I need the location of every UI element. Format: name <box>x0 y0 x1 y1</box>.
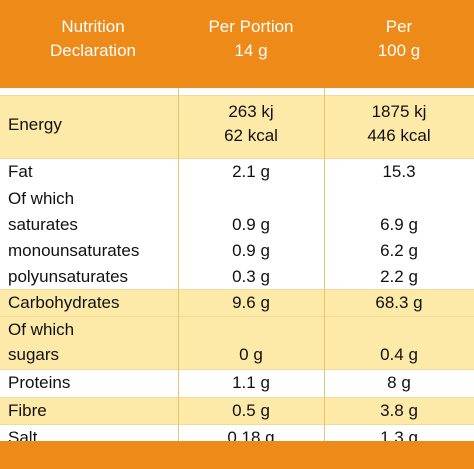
monounsaturates-per100: 6.2 g <box>380 241 418 260</box>
sugars-portion: 0 g <box>239 345 263 364</box>
energy-per100-kcal: 446 kcal <box>367 126 431 145</box>
energy-per100-kj: 1875 kj <box>371 102 427 121</box>
fat-portion: 2.1 g <box>232 162 270 181</box>
proteins-per100: 8 g <box>387 373 411 392</box>
sugars-per100: 0.4 g <box>380 345 418 364</box>
row-label: sugars <box>8 345 60 364</box>
row-label: Carbohydrates <box>8 293 120 312</box>
carbohydrates-per100: 68.3 g <box>375 293 423 312</box>
row-fibre: Fibre 0.5 g 3.8 g <box>0 397 474 424</box>
row-label: polyunsaturates <box>8 267 129 286</box>
monounsaturates-portion: 0.9 g <box>232 241 270 260</box>
table-header: Nutrition Declaration Per Portion 14 g P… <box>0 0 474 82</box>
header-per-100g: Per 100 g <box>377 17 421 60</box>
fibre-portion: 0.5 g <box>232 401 270 420</box>
row-label: monounsaturates <box>8 241 140 260</box>
fat-per100: 15.3 <box>382 162 416 181</box>
header-per-portion: Per Portion 14 g <box>208 17 294 60</box>
column-divider <box>324 88 325 452</box>
row-label: Of which <box>8 189 75 208</box>
row-energy: Energy 263 kj 62 kcal 1875 kj 446 kcal <box>0 95 474 158</box>
energy-portion-kcal: 62 kcal <box>224 126 278 145</box>
fibre-per100: 3.8 g <box>380 401 418 420</box>
row-proteins: Proteins 1.1 g 8 g <box>0 369 474 397</box>
row-carbohydrates: Carbohydrates 9.6 g 68.3 g <box>0 289 474 316</box>
row-label: Energy <box>8 115 62 134</box>
polyunsaturates-portion: 0.3 g <box>232 267 270 286</box>
column-divider <box>178 88 179 452</box>
nutrition-table-body: Energy 263 kj 62 kcal 1875 kj 446 kcal F… <box>0 88 474 452</box>
table-footer-bar <box>0 441 474 469</box>
row-label: Proteins <box>8 373 71 392</box>
header-gap <box>0 88 474 95</box>
row-label: Of which <box>8 320 75 339</box>
row-label: Fat <box>8 162 33 181</box>
energy-portion-kj: 263 kj <box>228 102 274 121</box>
saturates-portion: 0.9 g <box>232 215 270 234</box>
header-nutrition-declaration: Nutrition Declaration <box>50 17 136 60</box>
row-sugars-group: Of which sugars 0 g 0.4 g <box>0 316 474 369</box>
row-fat-group: Fat 2.1 g 15.3 Of which saturates 0.9 g … <box>0 158 474 289</box>
polyunsaturates-per100: 2.2 g <box>380 267 418 286</box>
saturates-per100: 6.9 g <box>380 215 418 234</box>
row-label: saturates <box>8 215 78 234</box>
carbohydrates-portion: 9.6 g <box>232 293 270 312</box>
proteins-portion: 1.1 g <box>232 373 270 392</box>
row-label: Fibre <box>8 401 47 420</box>
